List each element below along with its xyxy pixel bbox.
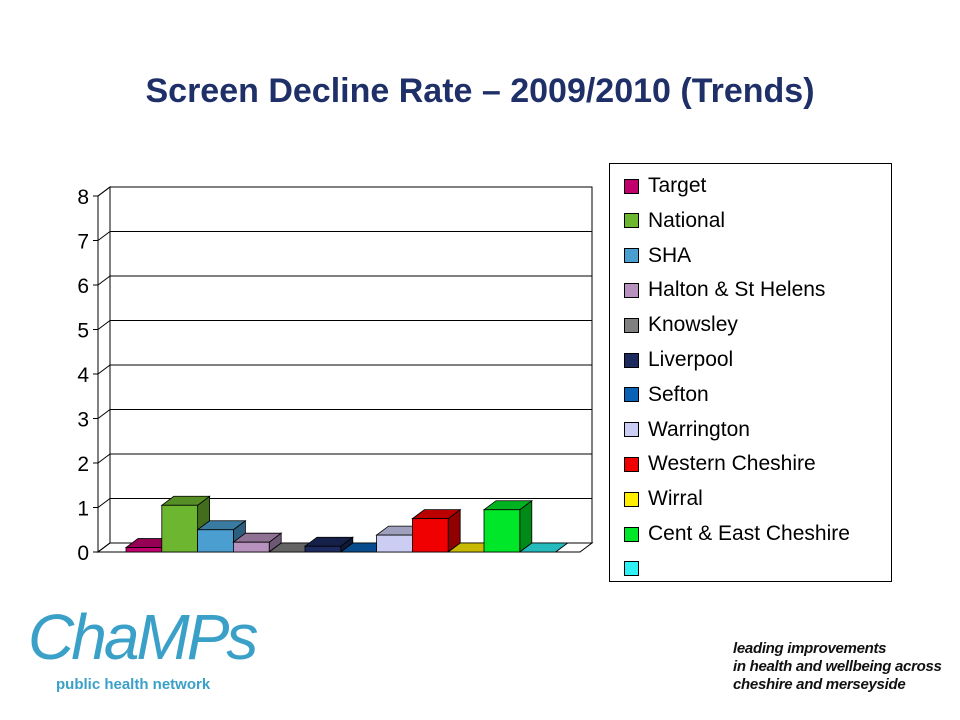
logo-name: ChaMPs (28, 601, 258, 673)
legend-swatch (624, 352, 639, 368)
legend-swatch (624, 561, 639, 577)
gridline-side (97, 275, 111, 286)
champs-logo: ChaMPs public health network (28, 605, 258, 700)
legend-label: Target (648, 174, 707, 197)
bar (197, 529, 234, 553)
legend-item: Warrington (624, 415, 750, 445)
legend-swatch (624, 456, 639, 472)
bar-top (518, 542, 569, 553)
legend-swatch (624, 282, 639, 298)
y-tick-label: 8 (77, 186, 89, 209)
legend-item: Knowsley (624, 310, 738, 340)
legend-item: Western Cheshire (624, 449, 816, 479)
chart-title: Screen Decline Rate – 2009/2010 (Trends) (145, 72, 815, 110)
tagline-line-1: leading improvements (733, 640, 887, 657)
gridline-side (97, 498, 111, 508)
legend-item: National (624, 206, 725, 236)
legend-label: Sefton (648, 382, 709, 406)
legend-item: Halton & St Helens (624, 275, 825, 305)
y-tick-label: 5 (77, 320, 89, 343)
bar (376, 534, 413, 553)
gridline-side (97, 231, 111, 241)
chart-legend: Target National SHA Halton & St Helens Knows… (609, 163, 892, 582)
y-tick-label: 3 (77, 409, 89, 432)
y-tick-label: 6 (77, 275, 89, 298)
legend-label: National (648, 208, 726, 232)
logo-subtitle: public health network (56, 676, 211, 693)
legend-swatch (624, 248, 639, 264)
bar (161, 504, 199, 553)
gridline-side (97, 186, 111, 197)
legend-swatch (624, 213, 639, 229)
legend-swatch (624, 526, 639, 542)
bar (411, 518, 449, 553)
legend-label: Knowsley (648, 313, 738, 337)
tagline-line-2: in health and wellbeing across (733, 658, 942, 675)
y-tick-label: 7 (77, 231, 89, 254)
legend-label: Western Cheshire (648, 452, 816, 476)
legend-swatch (624, 491, 639, 507)
legend-swatch (624, 317, 639, 333)
legend-item: Liverpool (624, 345, 733, 375)
gridline-side (97, 453, 111, 464)
legend-label: Halton & St Helens (648, 278, 826, 302)
gridline-side (97, 409, 111, 419)
legend-item: SHA (624, 241, 691, 271)
tagline: leading improvements in health and wellb… (733, 640, 942, 694)
legend-swatch (624, 422, 639, 438)
legend-item: Sefton (624, 380, 709, 410)
bar (232, 541, 270, 553)
legend-label: Liverpool (648, 348, 734, 371)
gridline-side (97, 320, 111, 330)
legend-label: SHA (648, 243, 692, 267)
legend-label: Cent & East Cheshire (648, 522, 850, 545)
legend-item: Wirral (624, 484, 703, 514)
legend-item (624, 554, 648, 584)
legend-label: Warrington (648, 417, 750, 441)
legend-swatch (624, 178, 639, 194)
y-tick-label: 0 (77, 542, 89, 565)
tagline-line-3: cheshire and merseyside (733, 676, 906, 693)
y-tick-label: 4 (77, 364, 89, 387)
legend-item: Cent & East Cheshire (624, 519, 850, 549)
y-tick-label: 1 (77, 498, 89, 521)
y-tick-label: 2 (77, 453, 89, 476)
gridline-side (97, 364, 111, 375)
legend-swatch (624, 387, 639, 403)
bar (304, 545, 342, 553)
legend-label: Wirral (648, 487, 703, 511)
bar (483, 509, 521, 553)
bar (125, 547, 163, 553)
gridline-side (97, 542, 111, 553)
legend-item: Target (624, 171, 706, 201)
